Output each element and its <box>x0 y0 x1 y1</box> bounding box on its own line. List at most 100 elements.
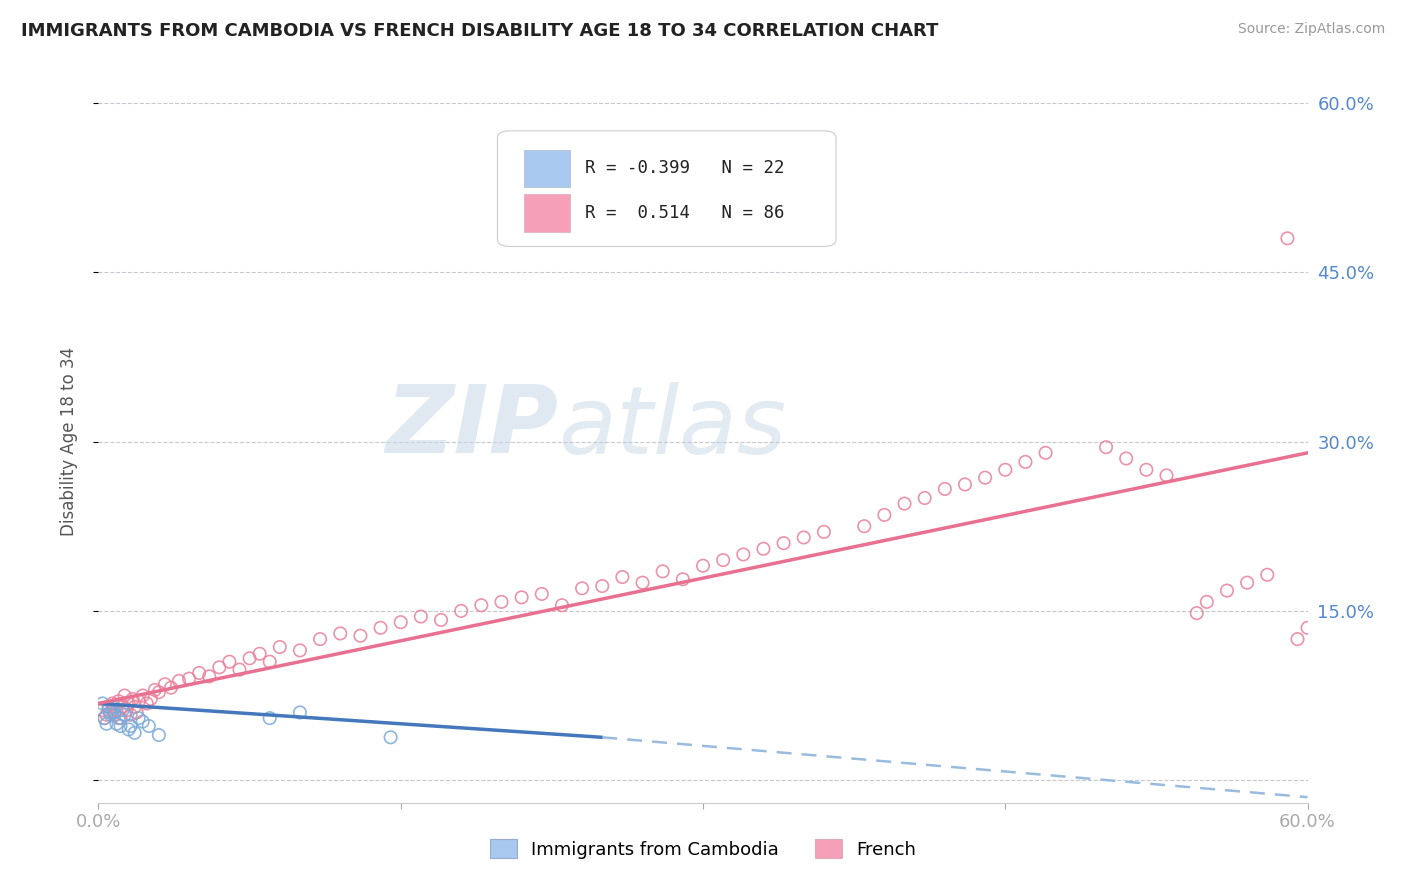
Point <box>772 536 794 550</box>
Point <box>97 703 120 717</box>
Point <box>288 706 311 720</box>
Point <box>107 694 129 708</box>
Point <box>121 692 143 706</box>
Point <box>167 673 190 688</box>
Point <box>120 707 142 722</box>
Point <box>430 613 453 627</box>
Point <box>1236 575 1258 590</box>
Point <box>128 694 150 708</box>
Point <box>105 716 128 731</box>
Point <box>733 548 755 562</box>
Point <box>208 660 231 674</box>
Point <box>409 609 432 624</box>
Point <box>179 672 201 686</box>
Point <box>91 697 114 711</box>
Point <box>591 579 613 593</box>
Point <box>269 640 291 654</box>
Point <box>103 707 125 722</box>
Point <box>110 711 132 725</box>
Point <box>1195 595 1218 609</box>
Point <box>349 629 371 643</box>
Point <box>111 699 134 714</box>
Point <box>873 508 896 522</box>
Point <box>139 692 162 706</box>
Point <box>143 682 166 697</box>
Point <box>612 570 634 584</box>
Point <box>1286 632 1309 646</box>
Point <box>118 697 141 711</box>
Point <box>1035 446 1057 460</box>
Point <box>672 572 695 586</box>
Point <box>125 706 148 720</box>
Point <box>160 681 183 695</box>
Point <box>101 697 124 711</box>
Point <box>389 615 412 630</box>
Point <box>96 716 118 731</box>
Point <box>1277 231 1299 245</box>
Point <box>752 541 775 556</box>
Point <box>148 728 170 742</box>
Point <box>118 723 141 737</box>
Point <box>1296 621 1319 635</box>
Point <box>105 703 128 717</box>
Point <box>124 699 146 714</box>
Point <box>228 663 250 677</box>
Point <box>135 697 157 711</box>
Point <box>107 711 129 725</box>
Point <box>111 703 134 717</box>
Point <box>974 470 997 484</box>
Point <box>128 711 150 725</box>
Point <box>491 595 513 609</box>
Text: ZIP: ZIP <box>385 381 558 473</box>
Point <box>138 719 160 733</box>
Point <box>711 553 734 567</box>
Point <box>370 621 392 635</box>
Point <box>692 558 714 573</box>
Point <box>571 582 593 596</box>
Point <box>93 711 115 725</box>
Text: atlas: atlas <box>558 382 786 473</box>
Point <box>1185 606 1208 620</box>
Point <box>1014 455 1036 469</box>
Point <box>249 647 271 661</box>
Y-axis label: Disability Age 18 to 34: Disability Age 18 to 34 <box>59 347 77 536</box>
Point <box>551 599 574 613</box>
Point <box>259 655 281 669</box>
Point <box>470 599 492 613</box>
Point <box>218 655 240 669</box>
Text: IMMIGRANTS FROM CAMBODIA VS FRENCH DISABILITY AGE 18 TO 34 CORRELATION CHART: IMMIGRANTS FROM CAMBODIA VS FRENCH DISAB… <box>21 22 938 40</box>
Point <box>198 669 221 683</box>
Point <box>239 651 262 665</box>
Point <box>651 565 673 579</box>
FancyBboxPatch shape <box>524 194 569 232</box>
Point <box>110 719 132 733</box>
Point <box>1256 567 1278 582</box>
Point <box>115 703 138 717</box>
Point <box>153 677 176 691</box>
Point <box>1135 463 1157 477</box>
Point <box>309 632 332 646</box>
Point <box>631 575 654 590</box>
FancyBboxPatch shape <box>524 150 569 187</box>
FancyBboxPatch shape <box>498 131 837 246</box>
Point <box>259 711 281 725</box>
Point <box>96 707 118 722</box>
Point <box>934 482 956 496</box>
Point <box>1095 440 1118 454</box>
Point <box>994 463 1017 477</box>
Point <box>114 689 136 703</box>
Point <box>288 643 311 657</box>
Point <box>1156 468 1178 483</box>
Point <box>1115 451 1137 466</box>
Point <box>893 497 915 511</box>
Point <box>1216 583 1239 598</box>
Point <box>100 706 122 720</box>
Point <box>813 524 835 539</box>
Point <box>103 706 125 720</box>
Point <box>124 726 146 740</box>
Point <box>132 714 155 729</box>
Point <box>793 531 815 545</box>
Point <box>148 685 170 699</box>
Legend: Immigrants from Cambodia, French: Immigrants from Cambodia, French <box>482 832 924 866</box>
Point <box>510 591 533 605</box>
